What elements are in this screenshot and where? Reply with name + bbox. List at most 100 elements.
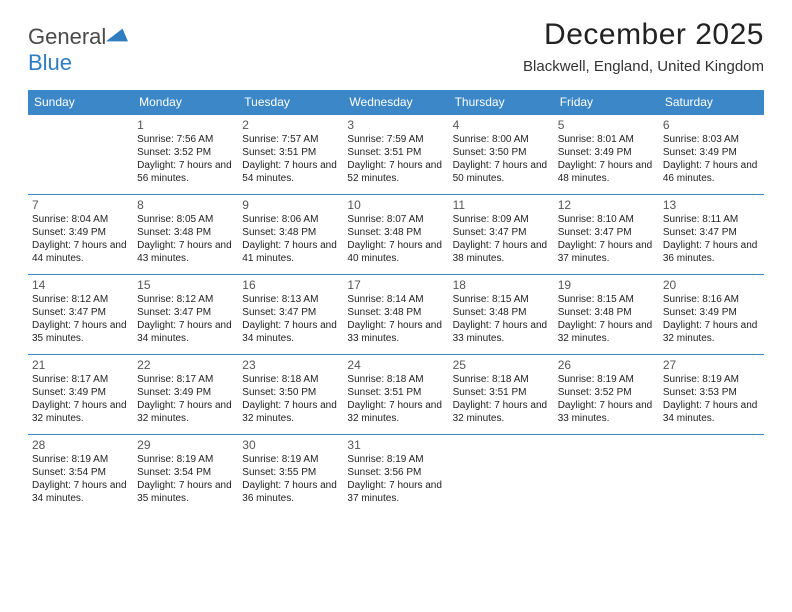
calendar-cell-empty	[28, 114, 133, 194]
day-number: 15	[137, 278, 234, 293]
sunset-line: Sunset: 3:49 PM	[137, 387, 234, 400]
daylight-line: Daylight: 7 hours and 37 minutes.	[347, 480, 444, 506]
sunrise-line: Sunrise: 8:10 AM	[558, 214, 655, 227]
sunrise-line: Sunrise: 8:05 AM	[137, 214, 234, 227]
weekday-header: Thursday	[449, 90, 554, 114]
daylight-line: Daylight: 7 hours and 46 minutes.	[663, 160, 760, 186]
weekday-header: Saturday	[659, 90, 764, 114]
day-number: 29	[137, 438, 234, 453]
sunrise-line: Sunrise: 8:15 AM	[558, 294, 655, 307]
sunrise-line: Sunrise: 8:03 AM	[663, 134, 760, 147]
sunrise-line: Sunrise: 8:17 AM	[32, 374, 129, 387]
sunset-line: Sunset: 3:48 PM	[347, 307, 444, 320]
calendar-cell: 12Sunrise: 8:10 AMSunset: 3:47 PMDayligh…	[554, 194, 659, 274]
sunrise-line: Sunrise: 8:17 AM	[137, 374, 234, 387]
sunset-line: Sunset: 3:49 PM	[663, 147, 760, 160]
sunset-line: Sunset: 3:49 PM	[32, 387, 129, 400]
sunrise-line: Sunrise: 8:15 AM	[453, 294, 550, 307]
day-number: 11	[453, 198, 550, 213]
daylight-line: Daylight: 7 hours and 32 minutes.	[347, 400, 444, 426]
daylight-line: Daylight: 7 hours and 32 minutes.	[453, 400, 550, 426]
sunset-line: Sunset: 3:49 PM	[32, 227, 129, 240]
sunset-line: Sunset: 3:52 PM	[137, 147, 234, 160]
daylight-line: Daylight: 7 hours and 38 minutes.	[453, 240, 550, 266]
calendar-cell: 26Sunrise: 8:19 AMSunset: 3:52 PMDayligh…	[554, 354, 659, 434]
sunrise-line: Sunrise: 8:19 AM	[663, 374, 760, 387]
daylight-line: Daylight: 7 hours and 44 minutes.	[32, 240, 129, 266]
day-number: 20	[663, 278, 760, 293]
day-number: 18	[453, 278, 550, 293]
sunrise-line: Sunrise: 8:07 AM	[347, 214, 444, 227]
daylight-line: Daylight: 7 hours and 43 minutes.	[137, 240, 234, 266]
daylight-line: Daylight: 7 hours and 32 minutes.	[558, 320, 655, 346]
sunrise-line: Sunrise: 8:01 AM	[558, 134, 655, 147]
daylight-line: Daylight: 7 hours and 34 minutes.	[137, 320, 234, 346]
sunrise-line: Sunrise: 8:19 AM	[558, 374, 655, 387]
calendar-cell: 17Sunrise: 8:14 AMSunset: 3:48 PMDayligh…	[343, 274, 448, 354]
sunset-line: Sunset: 3:48 PM	[453, 307, 550, 320]
sunrise-line: Sunrise: 8:19 AM	[32, 454, 129, 467]
weekday-header: Friday	[554, 90, 659, 114]
weekday-header: Sunday	[28, 90, 133, 114]
sunrise-line: Sunrise: 8:06 AM	[242, 214, 339, 227]
sunrise-line: Sunrise: 8:04 AM	[32, 214, 129, 227]
logo-word1: General	[28, 24, 106, 49]
day-number: 16	[242, 278, 339, 293]
sunset-line: Sunset: 3:53 PM	[663, 387, 760, 400]
calendar-header-row: SundayMondayTuesdayWednesdayThursdayFrid…	[28, 90, 764, 114]
calendar-cell: 24Sunrise: 8:18 AMSunset: 3:51 PMDayligh…	[343, 354, 448, 434]
calendar-cell: 27Sunrise: 8:19 AMSunset: 3:53 PMDayligh…	[659, 354, 764, 434]
daylight-line: Daylight: 7 hours and 35 minutes.	[32, 320, 129, 346]
calendar-cell: 7Sunrise: 8:04 AMSunset: 3:49 PMDaylight…	[28, 194, 133, 274]
calendar-cell: 9Sunrise: 8:06 AMSunset: 3:48 PMDaylight…	[238, 194, 343, 274]
calendar-cell: 15Sunrise: 8:12 AMSunset: 3:47 PMDayligh…	[133, 274, 238, 354]
weekday-header: Monday	[133, 90, 238, 114]
sunset-line: Sunset: 3:47 PM	[453, 227, 550, 240]
day-number: 22	[137, 358, 234, 373]
day-number: 2	[242, 118, 339, 133]
day-number: 7	[32, 198, 129, 213]
sunset-line: Sunset: 3:48 PM	[347, 227, 444, 240]
calendar-cell-empty	[554, 434, 659, 514]
daylight-line: Daylight: 7 hours and 32 minutes.	[32, 400, 129, 426]
day-number: 5	[558, 118, 655, 133]
daylight-line: Daylight: 7 hours and 40 minutes.	[347, 240, 444, 266]
calendar-cell: 4Sunrise: 8:00 AMSunset: 3:50 PMDaylight…	[449, 114, 554, 194]
day-number: 13	[663, 198, 760, 213]
calendar-cell: 14Sunrise: 8:12 AMSunset: 3:47 PMDayligh…	[28, 274, 133, 354]
calendar-cell: 16Sunrise: 8:13 AMSunset: 3:47 PMDayligh…	[238, 274, 343, 354]
sunrise-line: Sunrise: 7:56 AM	[137, 134, 234, 147]
calendar-cell-empty	[449, 434, 554, 514]
sunset-line: Sunset: 3:51 PM	[347, 147, 444, 160]
sunrise-line: Sunrise: 8:11 AM	[663, 214, 760, 227]
calendar-cell: 8Sunrise: 8:05 AMSunset: 3:48 PMDaylight…	[133, 194, 238, 274]
calendar-cell: 21Sunrise: 8:17 AMSunset: 3:49 PMDayligh…	[28, 354, 133, 434]
logo: General Blue	[28, 24, 128, 76]
sunset-line: Sunset: 3:51 PM	[242, 147, 339, 160]
calendar-cell: 5Sunrise: 8:01 AMSunset: 3:49 PMDaylight…	[554, 114, 659, 194]
daylight-line: Daylight: 7 hours and 54 minutes.	[242, 160, 339, 186]
daylight-line: Daylight: 7 hours and 33 minutes.	[558, 400, 655, 426]
day-number: 14	[32, 278, 129, 293]
daylight-line: Daylight: 7 hours and 32 minutes.	[663, 320, 760, 346]
daylight-line: Daylight: 7 hours and 34 minutes.	[32, 480, 129, 506]
calendar-cell: 2Sunrise: 7:57 AMSunset: 3:51 PMDaylight…	[238, 114, 343, 194]
calendar: SundayMondayTuesdayWednesdayThursdayFrid…	[28, 90, 764, 514]
logo-text: General Blue	[28, 24, 128, 76]
day-number: 9	[242, 198, 339, 213]
sunset-line: Sunset: 3:48 PM	[137, 227, 234, 240]
sunrise-line: Sunrise: 7:57 AM	[242, 134, 339, 147]
sunset-line: Sunset: 3:54 PM	[137, 467, 234, 480]
day-number: 25	[453, 358, 550, 373]
day-number: 3	[347, 118, 444, 133]
sunrise-line: Sunrise: 8:18 AM	[453, 374, 550, 387]
day-number: 30	[242, 438, 339, 453]
day-number: 6	[663, 118, 760, 133]
calendar-cell: 31Sunrise: 8:19 AMSunset: 3:56 PMDayligh…	[343, 434, 448, 514]
sunrise-line: Sunrise: 8:13 AM	[242, 294, 339, 307]
daylight-line: Daylight: 7 hours and 34 minutes.	[663, 400, 760, 426]
day-number: 1	[137, 118, 234, 133]
day-number: 17	[347, 278, 444, 293]
calendar-cell: 3Sunrise: 7:59 AMSunset: 3:51 PMDaylight…	[343, 114, 448, 194]
daylight-line: Daylight: 7 hours and 36 minutes.	[663, 240, 760, 266]
